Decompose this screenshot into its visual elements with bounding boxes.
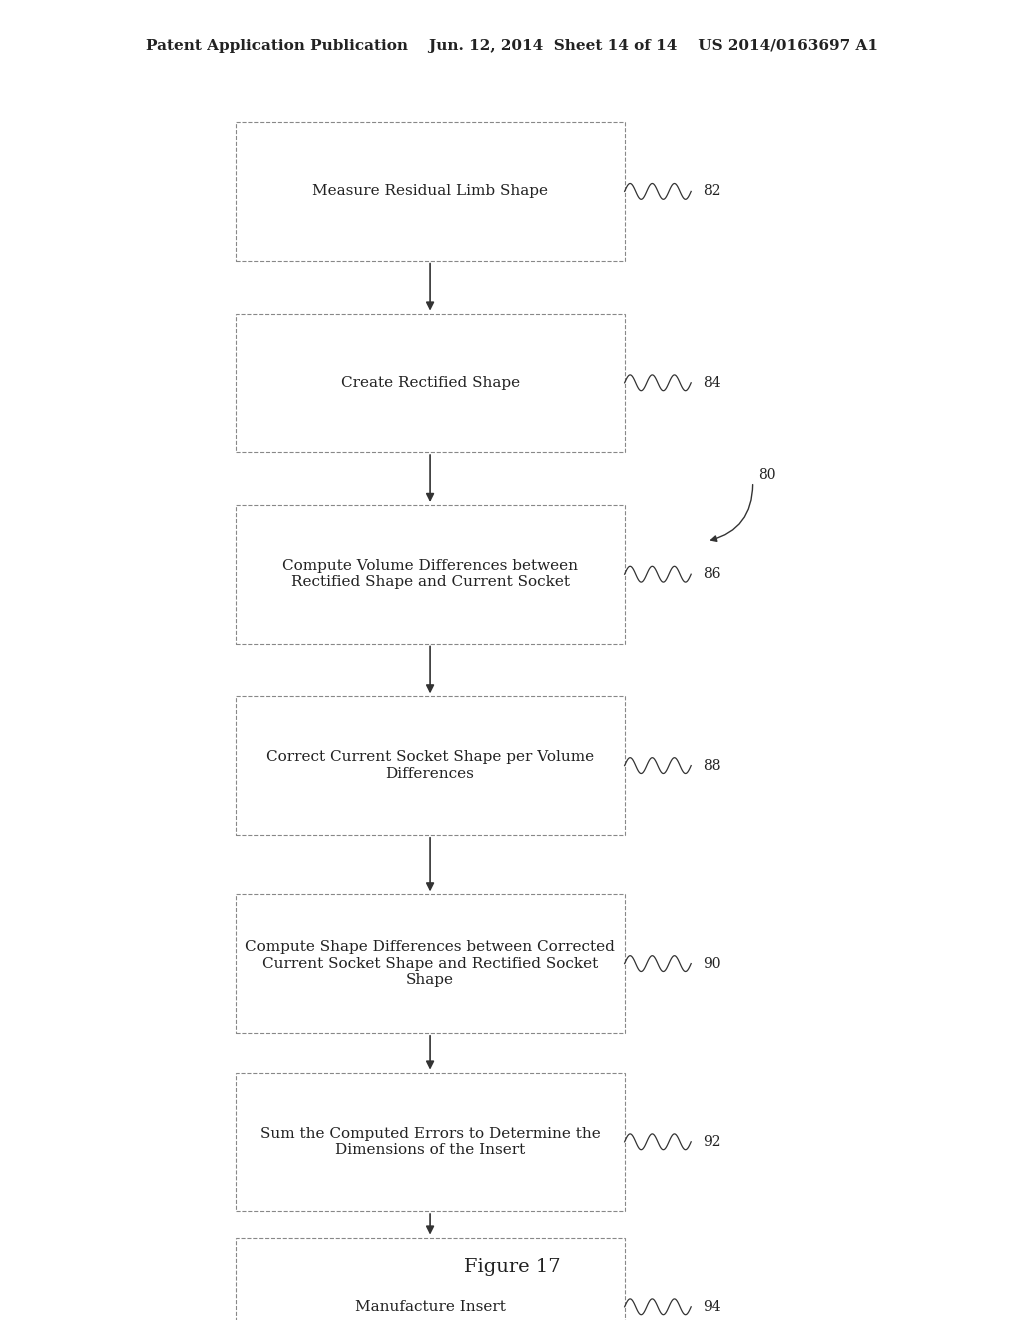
Text: 88: 88 [703, 759, 721, 772]
Text: Manufacture Insert: Manufacture Insert [354, 1300, 506, 1313]
Text: Correct Current Socket Shape per Volume
Differences: Correct Current Socket Shape per Volume … [266, 751, 594, 780]
Text: 94: 94 [703, 1300, 721, 1313]
Text: 92: 92 [703, 1135, 721, 1148]
FancyBboxPatch shape [236, 506, 625, 644]
Text: Create Rectified Shape: Create Rectified Shape [341, 376, 519, 389]
Text: Figure 17: Figure 17 [464, 1258, 560, 1276]
Text: 86: 86 [703, 568, 721, 581]
FancyBboxPatch shape [236, 314, 625, 451]
FancyBboxPatch shape [236, 1072, 625, 1212]
Text: 82: 82 [703, 185, 721, 198]
Text: Compute Volume Differences between
Rectified Shape and Current Socket: Compute Volume Differences between Recti… [282, 560, 579, 589]
FancyBboxPatch shape [236, 697, 625, 836]
Text: 80: 80 [758, 469, 775, 482]
FancyBboxPatch shape [236, 895, 625, 1032]
FancyBboxPatch shape [236, 1238, 625, 1320]
Text: 90: 90 [703, 957, 721, 970]
FancyBboxPatch shape [236, 123, 625, 261]
Text: Sum the Computed Errors to Determine the
Dimensions of the Insert: Sum the Computed Errors to Determine the… [260, 1127, 600, 1156]
Text: Compute Shape Differences between Corrected
Current Socket Shape and Rectified S: Compute Shape Differences between Correc… [245, 940, 615, 987]
Text: Patent Application Publication    Jun. 12, 2014  Sheet 14 of 14    US 2014/01636: Patent Application Publication Jun. 12, … [146, 40, 878, 53]
Text: Measure Residual Limb Shape: Measure Residual Limb Shape [312, 185, 548, 198]
Text: 84: 84 [703, 376, 721, 389]
